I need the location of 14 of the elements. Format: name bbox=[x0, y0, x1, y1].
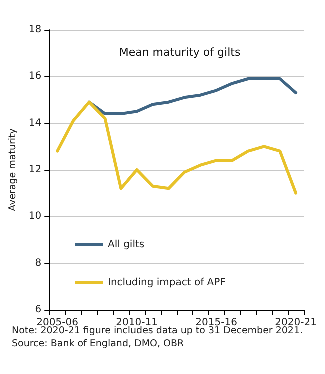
y-tick-label: 16 bbox=[28, 71, 42, 82]
source-note: Source: Bank of England, DMO, OBR bbox=[12, 338, 185, 350]
y-tick-label: 6 bbox=[35, 304, 42, 316]
line-series bbox=[56, 100, 298, 195]
y-tick-label: 12 bbox=[28, 164, 42, 176]
y-tick-label: 18 bbox=[28, 24, 42, 36]
y-tick-label: 8 bbox=[35, 258, 42, 269]
y-axis-title: Average maturity bbox=[8, 128, 18, 212]
legend-label: Including impact of APF bbox=[108, 278, 226, 288]
text: Mean maturity of gilts bbox=[119, 46, 241, 59]
text: Note: 2020-21 figure includes data up to 31 December 2021. bbox=[12, 326, 304, 336]
y-tick-label: 14 bbox=[28, 118, 42, 129]
legend-label: All gilts bbox=[108, 240, 145, 250]
y-tick-label: 10 bbox=[28, 211, 42, 222]
